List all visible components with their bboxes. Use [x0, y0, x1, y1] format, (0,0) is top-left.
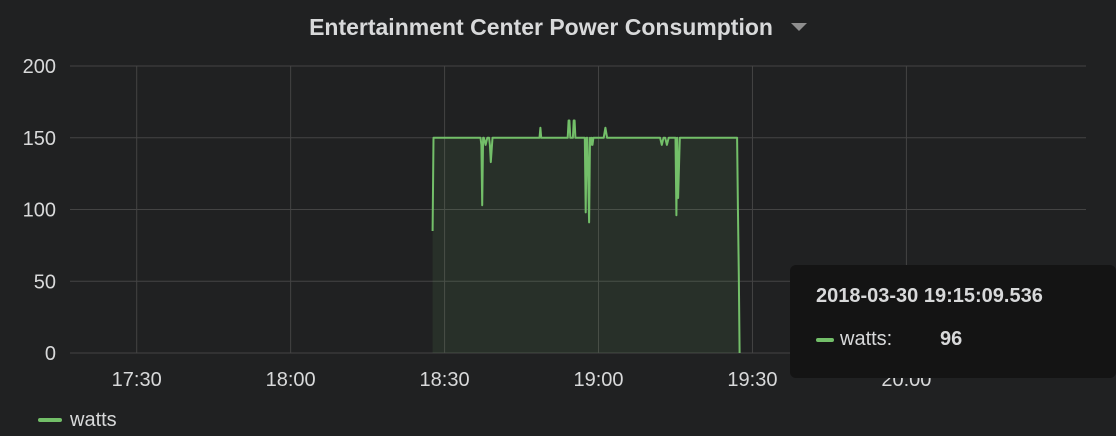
tooltip-timestamp: 2018-03-30 19:15:09.536 [816, 285, 1043, 307]
y-tick-label: 50 [34, 271, 56, 293]
series-area-watts [432, 120, 740, 353]
legend-swatch [38, 418, 62, 422]
x-tick-label: 18:30 [420, 369, 470, 391]
x-tick-label: 18:00 [266, 369, 316, 391]
legend-label: watts [70, 408, 117, 431]
tooltip-row: watts: 96 [816, 328, 1116, 351]
y-tick-label: 0 [45, 343, 56, 365]
y-tick-label: 150 [23, 128, 56, 150]
legend-item-watts[interactable]: watts [38, 407, 117, 433]
y-tick-label: 200 [23, 56, 56, 78]
series-line-watts [431, 119, 741, 354]
x-tick-label: 19:30 [727, 369, 777, 391]
series-layer [431, 119, 741, 354]
tooltip-value: 96 [940, 328, 963, 350]
y-tick-label: 100 [23, 200, 56, 222]
x-tick-label: 17:30 [112, 369, 162, 391]
tooltip-series-name: watts: [840, 328, 893, 350]
x-tick-label: 19:00 [573, 369, 623, 391]
panel-header: Entertainment Center Power Consumption [0, 10, 1116, 44]
hover-tooltip: 2018-03-30 19:15:09.536 watts: 96 [790, 265, 1116, 378]
caret-down-icon[interactable] [790, 23, 807, 31]
tooltip-swatch [816, 337, 834, 342]
grid [70, 65, 1086, 354]
panel-title[interactable]: Entertainment Center Power Consumption [309, 13, 773, 40]
